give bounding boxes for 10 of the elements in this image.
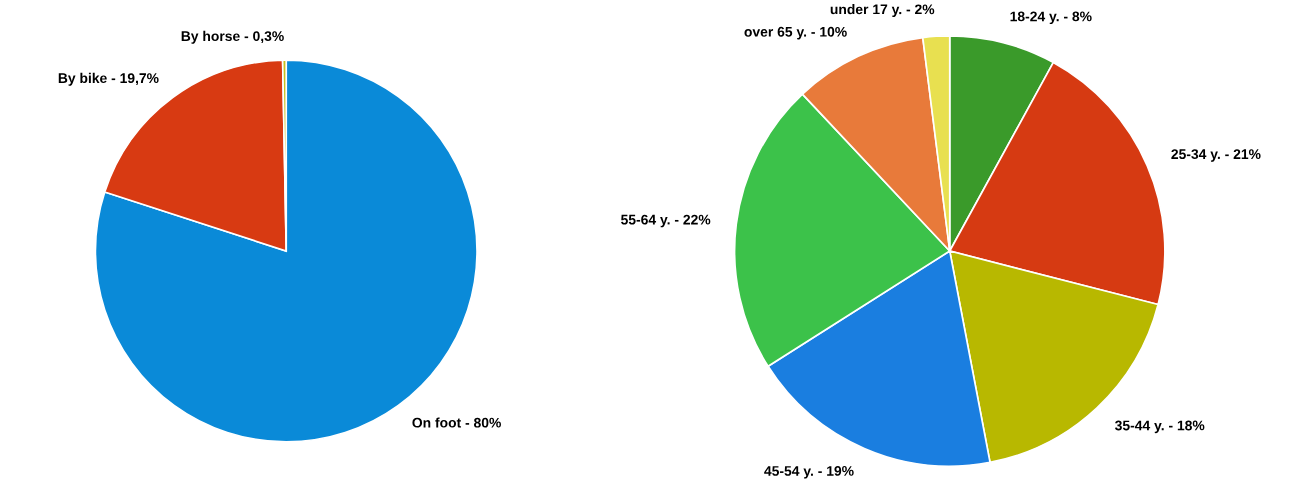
slice-label: 45-54 y. - 19% <box>764 466 854 479</box>
slice-label: By horse - 0,3% <box>181 30 284 44</box>
slice-label: under 17 y. - 2% <box>830 4 935 17</box>
slice-label: By bike - 19,7% <box>58 72 159 86</box>
slice-label: On foot - 80% <box>412 417 501 428</box>
slice-label: 18-24 y. - 8% <box>1010 11 1092 25</box>
slice-label: 35-44 y. - 18% <box>1115 420 1205 434</box>
slice-label: over 65 y. - 10% <box>744 26 847 40</box>
slice-label: 55-64 y. - 22% <box>621 214 711 228</box>
slice-label: 25-34 y. - 21% <box>1171 149 1261 162</box>
